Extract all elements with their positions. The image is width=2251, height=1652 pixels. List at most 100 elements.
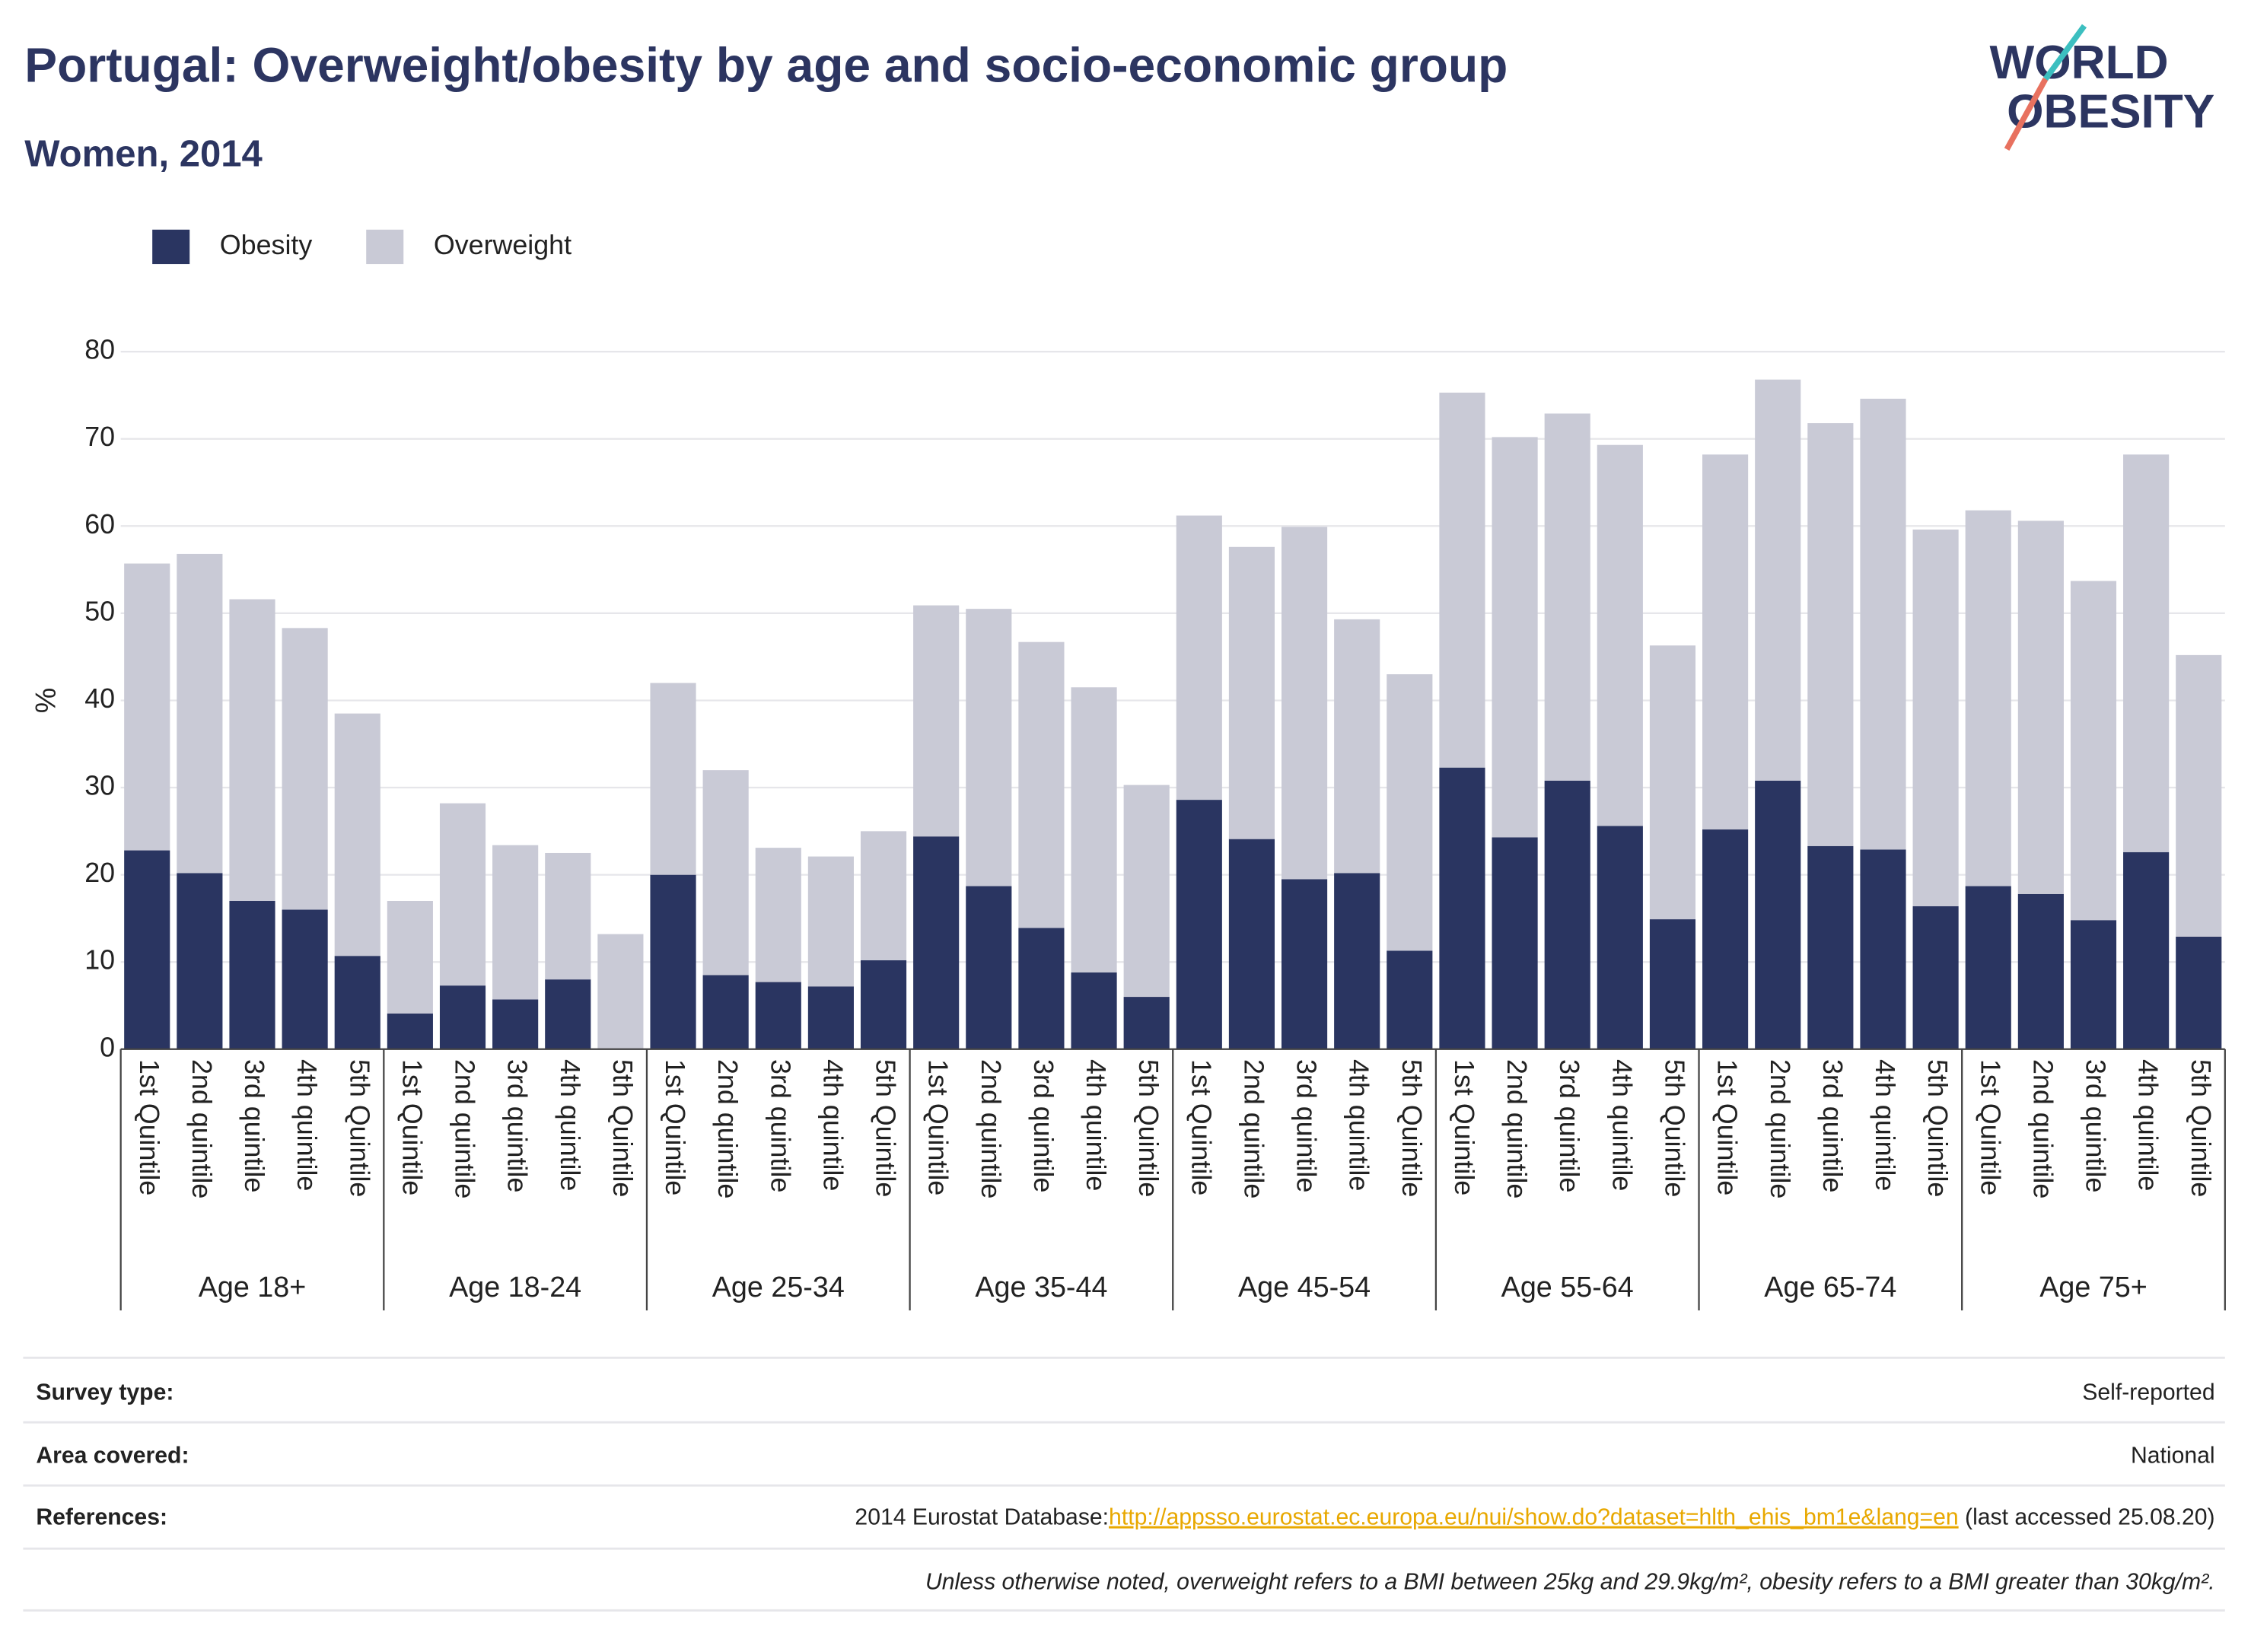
- bar-segment: [334, 956, 380, 1049]
- bar-segment: [1176, 800, 1222, 1049]
- bar-segment: [177, 553, 223, 874]
- bar-segment: [1702, 454, 1749, 830]
- bar-segment: [2176, 936, 2222, 1049]
- x-tick-label: 1st Quintile: [134, 1059, 164, 1195]
- bar-segment: [807, 856, 854, 987]
- x-tick-label: 3rd quintile: [239, 1059, 269, 1192]
- bar-segment: [1281, 527, 1328, 880]
- bar-segment: [1649, 645, 1696, 920]
- x-tick-label: 1st Quintile: [1712, 1059, 1743, 1195]
- x-tick-label: 4th quintile: [291, 1059, 322, 1191]
- reference-text: 2014 Eurostat Database:: [855, 1505, 1109, 1530]
- y-tick-label: 40: [84, 683, 115, 714]
- bar-segment: [1228, 839, 1275, 1049]
- bar-segment: [387, 901, 433, 1014]
- bar-segment: [439, 803, 486, 986]
- bar-segment: [650, 683, 696, 875]
- x-tick-label: 3rd quintile: [2081, 1059, 2111, 1192]
- x-tick-label: 1st Quintile: [1975, 1059, 2005, 1195]
- x-tick-label: 4th quintile: [555, 1059, 585, 1191]
- bar-segment: [1702, 829, 1749, 1049]
- bar-segment: [966, 609, 1012, 886]
- bar-segment: [387, 1013, 433, 1049]
- x-tick-label: 1st Quintile: [1449, 1059, 1479, 1195]
- bar-segment: [1439, 767, 1485, 1049]
- bar-segment: [229, 901, 275, 1049]
- x-tick-label: 2nd quintile: [1238, 1059, 1269, 1198]
- chart-title: Portugal: Overweight/obesity by age and …: [24, 37, 1508, 92]
- logo-text: WORLD: [1989, 37, 2168, 89]
- x-tick-label: 2nd quintile: [186, 1059, 217, 1198]
- bar-segment: [966, 886, 1012, 1049]
- y-tick-label: 50: [84, 596, 115, 626]
- bar-segment: [2017, 520, 2064, 894]
- footer-label: Survey type:: [36, 1380, 174, 1405]
- y-tick-label: 80: [84, 335, 115, 365]
- bar-segment: [2123, 454, 2170, 852]
- y-tick-label: 70: [84, 422, 115, 452]
- bar-segment: [913, 605, 960, 837]
- bar-segment: [1387, 950, 1433, 1049]
- bar-segment: [282, 628, 328, 910]
- bar-segment: [2070, 581, 2117, 921]
- y-tick-label: 0: [100, 1032, 115, 1062]
- bar-segment: [2070, 920, 2117, 1049]
- bar-segment: [1439, 392, 1485, 768]
- logo-slash: [2042, 24, 2087, 81]
- bar-segment: [755, 982, 801, 1049]
- bar-segment: [1755, 780, 1801, 1049]
- bar-segment: [807, 986, 854, 1049]
- bar-segment: [2123, 851, 2170, 1049]
- x-tick-label: 3rd quintile: [1028, 1059, 1059, 1192]
- x-tick-label: 5th Quintile: [1396, 1059, 1427, 1197]
- bar-segment: [124, 850, 170, 1049]
- x-tick-label: 4th quintile: [1344, 1059, 1374, 1191]
- footer-value: National: [2131, 1443, 2215, 1468]
- x-tick-label: 3rd quintile: [765, 1059, 795, 1192]
- logo-slash: [2004, 77, 2049, 151]
- y-tick-label: 10: [84, 945, 115, 976]
- bar-segment: [1387, 674, 1433, 951]
- reference-link[interactable]: http://appsso.eurostat.ec.europa.eu/nui/…: [1109, 1505, 1959, 1530]
- bar-segment: [1071, 972, 1117, 1049]
- bar-segment: [1123, 997, 1170, 1049]
- bar-segment: [755, 848, 801, 982]
- bar-segment: [1018, 641, 1065, 928]
- bar-segment: [1912, 529, 1959, 906]
- footer-value: 2014 Eurostat Database:http://appsso.eur…: [855, 1505, 2214, 1530]
- group-label: Age 45-54: [1238, 1271, 1371, 1303]
- y-tick-label: 20: [84, 858, 115, 888]
- footer-label: References:: [36, 1505, 167, 1530]
- x-tick-label: 3rd quintile: [1554, 1059, 1584, 1192]
- x-tick-label: 1st Quintile: [923, 1059, 954, 1195]
- bar-segment: [1965, 510, 2011, 886]
- bar-segment: [913, 836, 960, 1049]
- bar-segment: [1334, 873, 1380, 1049]
- bar-segment: [1912, 906, 1959, 1049]
- x-tick-label: 4th quintile: [817, 1059, 848, 1191]
- group-label: Age 18+: [199, 1271, 307, 1303]
- x-tick-label: 5th Quintile: [344, 1059, 374, 1197]
- x-tick-label: 3rd quintile: [1817, 1059, 1848, 1192]
- bar-segment: [1544, 780, 1590, 1049]
- legend-label: Obesity: [220, 230, 313, 260]
- bar-segment: [1334, 619, 1380, 874]
- x-tick-label: 5th Quintile: [1133, 1059, 1164, 1197]
- bar-segment: [1018, 928, 1065, 1049]
- bar-segment: [177, 873, 223, 1049]
- bar-segment: [439, 985, 486, 1049]
- group-label: Age 35-44: [975, 1271, 1107, 1303]
- x-tick-label: 5th Quintile: [607, 1059, 638, 1197]
- footer-note: Unless otherwise noted, overweight refer…: [925, 1569, 2215, 1594]
- bar-segment: [2017, 893, 2064, 1049]
- bar-segment: [1807, 423, 1854, 846]
- group-label: Age 18-24: [449, 1271, 581, 1303]
- bar-segment: [860, 831, 907, 960]
- group-label: Age 75+: [2039, 1271, 2148, 1303]
- footer-label: Area covered:: [36, 1443, 189, 1468]
- bar-segment: [1071, 687, 1117, 972]
- y-tick-label: 30: [84, 771, 115, 801]
- bar-segment: [1176, 515, 1222, 801]
- legend-swatch: [366, 229, 404, 265]
- bar-segment: [1597, 826, 1643, 1049]
